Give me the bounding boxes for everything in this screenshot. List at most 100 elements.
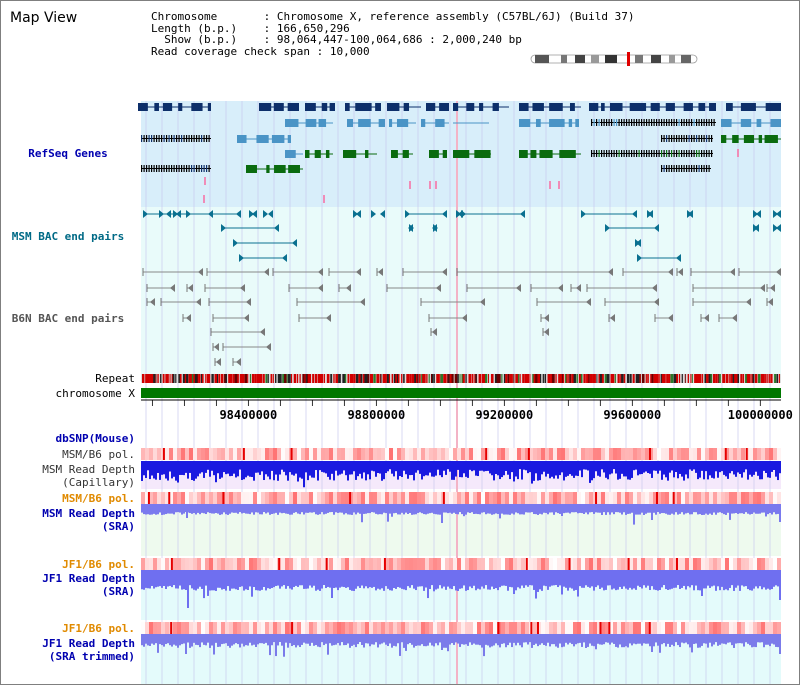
- depth-spike: [331, 570, 333, 598]
- repeat-element: [416, 374, 418, 383]
- repeat-element: [172, 374, 175, 383]
- repeat-element: [286, 374, 288, 383]
- chromosome-bar: [141, 388, 781, 398]
- chromosome-info: Chromosome : Chromosome X, reference ass…: [151, 10, 635, 58]
- bac-end-marker: [668, 268, 673, 276]
- repeat-element: [737, 374, 740, 383]
- repeat-element: [229, 374, 233, 383]
- repeat-element: [676, 374, 679, 383]
- bac-end-marker: [378, 268, 383, 276]
- bac-end-marker: [704, 314, 709, 322]
- depth-spike: [651, 634, 653, 652]
- repeat-element: [314, 374, 317, 383]
- bac-end-marker: [480, 298, 485, 306]
- bac-end-marker: [558, 284, 563, 292]
- repeat-element: [304, 374, 307, 383]
- repeat-element: [673, 374, 677, 383]
- repeat-element: [290, 374, 293, 383]
- dbsnp-label: dbSNP(Mouse): [55, 432, 135, 445]
- bac-end-marker: [586, 298, 591, 306]
- bac-end-marker: [637, 254, 642, 262]
- depth-spike: [651, 504, 653, 520]
- repeat-element: [561, 374, 564, 383]
- bac-end-marker: [770, 284, 775, 292]
- gene-exons: [661, 135, 713, 142]
- repeat-element: [623, 374, 626, 383]
- repeat-element: [678, 374, 681, 383]
- repeat-element: [760, 374, 764, 383]
- repeat-element: [191, 374, 195, 383]
- repeat-element: [690, 374, 692, 383]
- repeat-element: [188, 374, 191, 383]
- repeat-element: [695, 374, 699, 383]
- repeat-element: [576, 374, 578, 383]
- repeat-element: [190, 374, 193, 383]
- gene-feature: [305, 103, 335, 111]
- gene-feature: [429, 150, 447, 158]
- depth-spike: [701, 570, 703, 596]
- bac-end-marker: [654, 224, 659, 232]
- repeat-element: [535, 374, 538, 383]
- bac-end-marker: [186, 210, 191, 218]
- bac-end-marker: [773, 210, 778, 218]
- repeat-element: [687, 374, 689, 383]
- repeat-element: [593, 374, 596, 383]
- chromosome-label: chromosome X: [55, 387, 135, 400]
- msm-depth-capillary-sub: (Capillary): [62, 476, 135, 489]
- repeat-element: [651, 374, 654, 383]
- repeat-element: [143, 374, 145, 383]
- repeat-element: [765, 374, 767, 383]
- axis-tick-label: 98400000: [219, 408, 277, 422]
- repeat-element: [544, 374, 547, 383]
- repeat-element: [247, 374, 249, 383]
- jf1-b6-pol-bar-2: [141, 622, 781, 634]
- repeat-element: [774, 374, 777, 383]
- bac-end-marker: [236, 210, 241, 218]
- gene-feature: [519, 119, 579, 127]
- bac-end-marker: [776, 268, 781, 276]
- repeat-element: [396, 374, 399, 383]
- bac-end-marker: [214, 343, 219, 351]
- repeat-element: [184, 374, 188, 383]
- repeat-element: [641, 374, 644, 383]
- repeat-element: [323, 374, 325, 383]
- bac-end-marker: [776, 210, 781, 218]
- repeat-element: [735, 374, 738, 383]
- repeat-element: [457, 374, 459, 383]
- bac-end-marker: [636, 239, 641, 247]
- repeat-element: [708, 374, 711, 383]
- gene-feature: [387, 103, 421, 111]
- repeat-element: [309, 374, 312, 383]
- bac-end-marker: [768, 298, 773, 306]
- gene-feature: [343, 150, 377, 158]
- gene-feature: [389, 119, 416, 127]
- repeat-element: [532, 374, 535, 383]
- repeat-element: [756, 374, 758, 383]
- jf1-b6-pol-label-2: JF1/B6 pol.: [62, 622, 135, 635]
- gene-feature: [426, 103, 449, 111]
- bac-end-marker: [236, 358, 241, 366]
- bac-end-marker: [346, 284, 351, 292]
- repeat-element: [589, 374, 593, 383]
- repeat-element: [376, 374, 380, 383]
- repeat-element: [165, 374, 168, 383]
- gene-feature: [519, 150, 581, 158]
- repeat-element: [496, 374, 500, 383]
- jf1-depth-trim-label: JF1 Read Depth: [42, 637, 135, 650]
- jf1-b6-pol-bar-1: [141, 558, 781, 570]
- repeat-element: [560, 374, 563, 383]
- gene-feature: [285, 150, 303, 158]
- repeat-element: [218, 374, 221, 383]
- repeat-element: [206, 374, 209, 383]
- repeat-element: [539, 374, 542, 383]
- repeat-element: [573, 374, 576, 383]
- repeat-element: [494, 374, 498, 383]
- repeat-element: [647, 374, 649, 383]
- bac-end-marker: [648, 210, 653, 218]
- repeat-element: [257, 374, 261, 383]
- repeat-element: [214, 374, 218, 383]
- repeat-element: [436, 374, 440, 383]
- bac-end-marker: [678, 268, 683, 276]
